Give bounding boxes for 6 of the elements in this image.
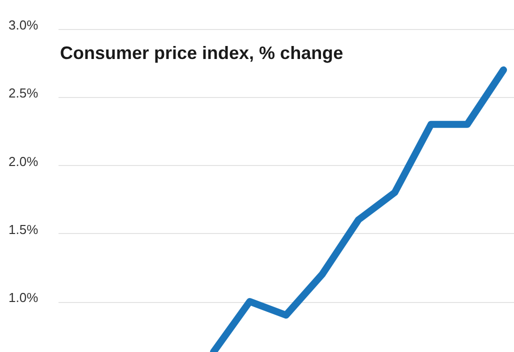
y-tick-label: 3.0% bbox=[8, 18, 39, 32]
y-tick-label: 2.0% bbox=[8, 154, 39, 169]
y-tick-label: 1.5% bbox=[8, 222, 39, 237]
y-tick-label: 2.5% bbox=[8, 86, 39, 101]
y-tick-label: 1.0% bbox=[8, 290, 39, 305]
text: Consumer price index, % change bbox=[60, 43, 344, 63]
